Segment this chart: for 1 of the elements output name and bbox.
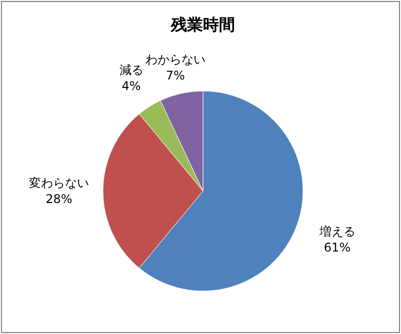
title: 残業時間 [171,15,235,34]
